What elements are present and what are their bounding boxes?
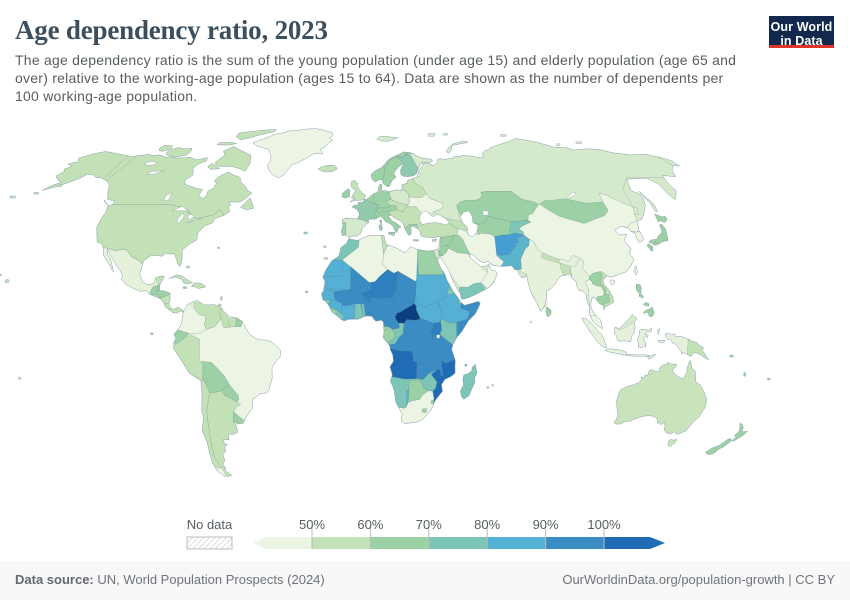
svg-text:90%: 90% (533, 517, 559, 532)
svg-text:100%: 100% (587, 517, 621, 532)
svg-text:80%: 80% (474, 517, 500, 532)
svg-text:50%: 50% (299, 517, 325, 532)
svg-text:No data: No data (187, 517, 233, 532)
svg-text:60%: 60% (357, 517, 383, 532)
svg-text:70%: 70% (416, 517, 442, 532)
